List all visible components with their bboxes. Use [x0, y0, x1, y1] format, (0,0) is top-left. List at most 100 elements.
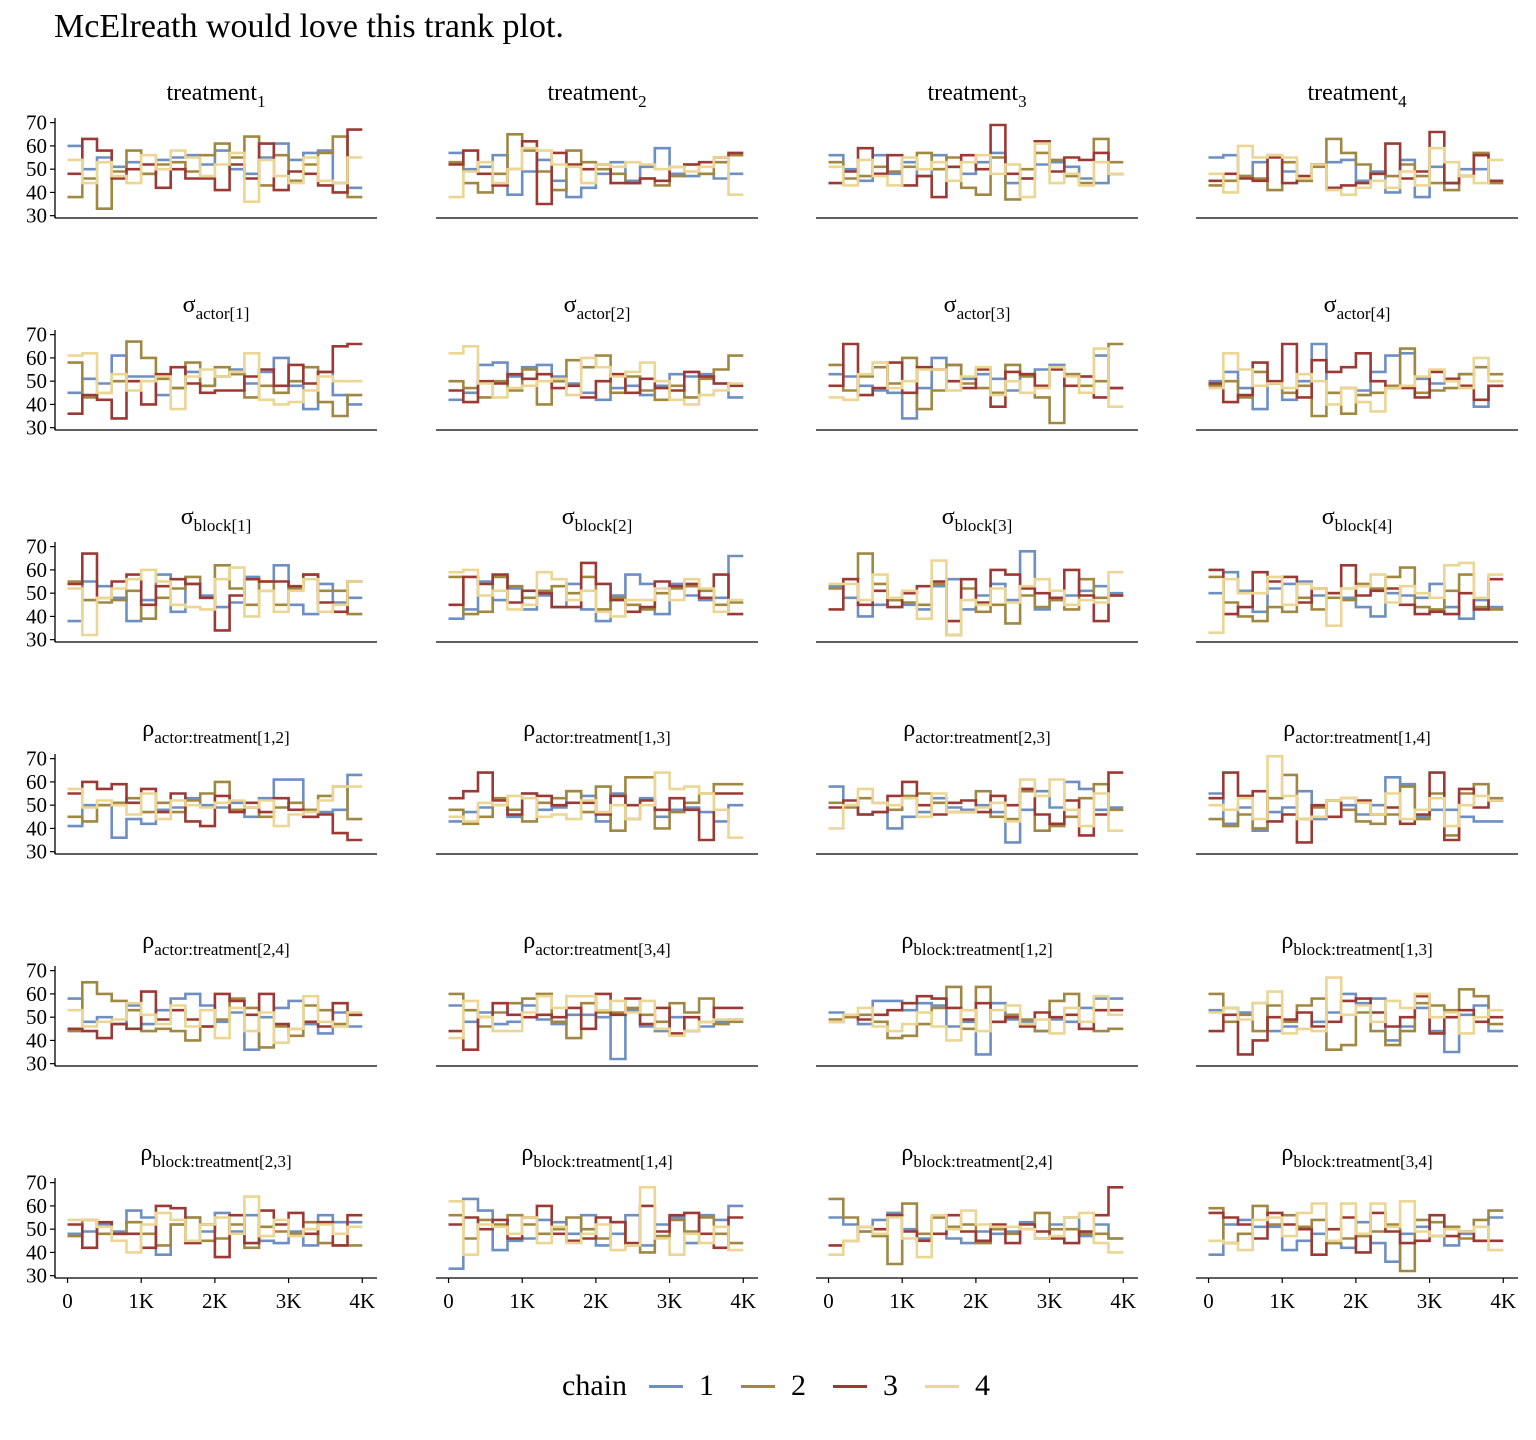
y-tick-label: 60	[26, 134, 47, 158]
x-tick-label: 2K	[1343, 1289, 1369, 1313]
y-tick-label: 50	[26, 793, 47, 817]
x-tick-label: 1K	[128, 1289, 154, 1313]
panel-label-19: ρblock:treatment[1,2]	[901, 928, 1052, 959]
panel-label-11: σblock[3]	[942, 504, 1013, 535]
panel-label-subscript: block[3]	[955, 516, 1013, 535]
panel-label-subscript: 2	[638, 92, 647, 111]
chain-1-step-line	[67, 142, 363, 190]
panel-label-subscript: block:treatment[3,4]	[1293, 1152, 1432, 1171]
chain-1-step-line	[448, 554, 744, 623]
chain-4-step-line	[448, 568, 744, 618]
x-tick-label: 4K	[730, 1289, 756, 1313]
panel-label-6: σactor[2]	[564, 292, 631, 323]
panel-label-subscript: actor[4]	[1337, 304, 1391, 323]
x-tick-label: 4K	[1110, 1289, 1136, 1313]
legend-title: chain	[562, 1369, 627, 1402]
x-tick-label: 0	[1203, 1289, 1214, 1313]
panel-label-9: σblock[1]	[181, 504, 252, 535]
panel-label-base: ρ	[1281, 1140, 1293, 1166]
panel-15: ρactor:treatment[2,3]	[816, 716, 1138, 855]
chain-3-step-line	[67, 342, 363, 420]
panel-label-17: ρactor:treatment[2,4]	[142, 928, 289, 959]
chain-3-step-line	[448, 561, 744, 616]
legend-swatch-chain-3	[832, 1384, 867, 1388]
panel-20: ρblock:treatment[1,3]	[1196, 928, 1518, 1067]
legend-label-chain-4: 4	[974, 1369, 990, 1402]
chain-2-step-line	[67, 135, 363, 210]
panel-label-base: ρ	[142, 928, 154, 954]
panel-3: treatment3	[816, 80, 1138, 219]
panel-label-base: ρ	[521, 1140, 533, 1166]
panel-label-base: σ	[1322, 504, 1335, 530]
panel-label-base: treatment	[547, 80, 638, 106]
panel-label-22: ρblock:treatment[1,4]	[521, 1140, 672, 1171]
panel-label-base: ρ	[142, 716, 154, 742]
panel-22: ρblock:treatment[1,4] 0 1K 2K 3K 4K	[436, 1140, 758, 1313]
x-tick-label: 1K	[509, 1289, 535, 1313]
panel-label-base: σ	[183, 292, 196, 318]
panel-label-subscript: actor:treatment[2,3]	[915, 728, 1050, 747]
x-tick-label: 3K	[1417, 1289, 1443, 1313]
x-tick-label: 2K	[202, 1289, 228, 1313]
panel-label-10: σblock[2]	[562, 504, 633, 535]
panel-label-subscript: actor[1]	[196, 304, 250, 323]
legend: chain 1 2 3 4	[562, 1362, 1017, 1410]
y-tick-label: 40	[26, 1028, 47, 1052]
legend-item-chain-1: 1	[648, 1369, 719, 1403]
chain-4-step-line	[1208, 976, 1504, 1035]
panel-label-base: ρ	[140, 1140, 152, 1166]
y-tick-label: 30	[26, 1052, 47, 1076]
panel-label-base: ρ	[523, 928, 535, 954]
y-tick-label: 70	[26, 535, 47, 559]
x-tick-label: 3K	[657, 1289, 683, 1313]
chain-2-step-line	[828, 1197, 1124, 1266]
legend-swatch-chain-1	[648, 1384, 683, 1388]
panel-label-base: σ	[181, 504, 194, 530]
y-tick-label: 50	[26, 157, 47, 181]
chain-1-step-line	[1208, 776, 1504, 832]
panel-label-12: σblock[4]	[1322, 504, 1393, 535]
x-tick-label: 4K	[349, 1289, 375, 1313]
chain-3-step-line	[67, 128, 363, 194]
y-tick-label: 50	[26, 1005, 47, 1029]
chain-2-step-line	[1208, 137, 1504, 192]
legend-item-chain-3: 3	[832, 1369, 903, 1403]
chain-3-step-line	[1208, 342, 1504, 404]
x-tick-label: 0	[443, 1289, 454, 1313]
legend-label-chain-3: 3	[882, 1369, 898, 1402]
chain-3-step-line	[448, 992, 744, 1051]
chain-4-step-line	[1208, 561, 1504, 634]
panel-label-base: treatment	[927, 80, 1018, 106]
panel-6: σactor[2]	[436, 292, 758, 431]
panel-label-subscript: block[2]	[575, 516, 633, 535]
panel-label-subscript: actor[2]	[577, 304, 631, 323]
x-tick-label: 0	[62, 1289, 73, 1313]
panel-label-subscript: actor:treatment[3,4]	[535, 940, 670, 959]
panel-label-subscript: actor:treatment[1,3]	[535, 728, 670, 747]
panel-label-subscript: actor:treatment[1,2]	[154, 728, 289, 747]
y-tick-label: 70	[26, 747, 47, 771]
panel-8: σactor[4]	[1196, 292, 1518, 431]
plot-title: McElreath would love this trank plot.	[54, 8, 564, 45]
chain-3-step-line	[1208, 130, 1504, 190]
y-tick-label: 30	[26, 1264, 47, 1288]
panel-label-base: ρ	[903, 716, 915, 742]
chain-2-step-line	[1208, 347, 1504, 418]
panel-14: ρactor:treatment[1,3]	[436, 716, 758, 855]
y-tick-label: 40	[26, 392, 47, 416]
chain-3-step-line	[67, 780, 363, 842]
panel-7: σactor[3]	[816, 292, 1138, 431]
panel-label-base: ρ	[1283, 716, 1295, 742]
chain-3-step-line	[828, 1186, 1124, 1247]
y-tick-label: 60	[26, 346, 47, 370]
x-tick-label: 2K	[963, 1289, 989, 1313]
panel-label-7: σactor[3]	[944, 292, 1011, 323]
chain-4-step-line	[448, 771, 744, 839]
chain-4-step-line	[67, 785, 363, 828]
panel-label-base: σ	[1324, 292, 1337, 318]
legend-swatch-chain-2	[740, 1384, 775, 1388]
